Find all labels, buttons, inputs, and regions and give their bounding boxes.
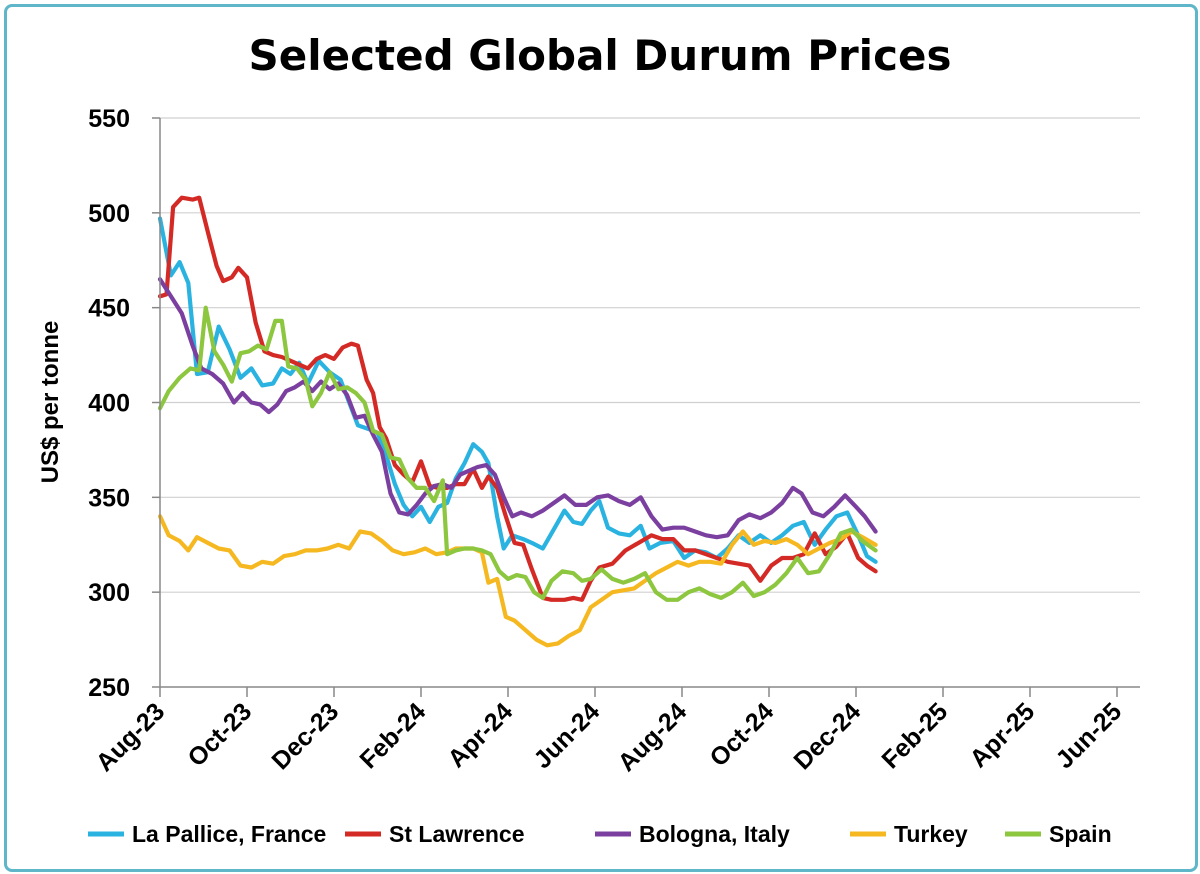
chart-title: Selected Global Durum Prices [249, 31, 952, 80]
x-tick-label: Feb-24 [354, 697, 431, 774]
y-tick-label: 250 [88, 674, 130, 702]
series-lines [157, 195, 878, 648]
y-tick-label: 450 [88, 295, 130, 323]
legend-label: La Pallice, France [132, 821, 326, 847]
legend-label: Spain [1049, 821, 1112, 847]
y-tick-label: 350 [88, 484, 130, 512]
y-tick-label: 550 [88, 105, 130, 133]
y-tick-label: 300 [88, 579, 130, 607]
series-line-3 [157, 514, 878, 648]
legend-label: Turkey [894, 821, 968, 847]
x-tick-label: Oct-23 [182, 697, 257, 772]
axes [152, 117, 1140, 697]
x-tick-label: Aug-23 [91, 697, 171, 777]
x-tick-label: Apr-25 [964, 697, 1040, 773]
x-tick-label: Feb-25 [876, 697, 953, 774]
series-line-2 [157, 277, 878, 540]
x-tick-label: Jun-25 [1050, 697, 1127, 774]
y-axis-label: US$ per tonne [37, 321, 64, 484]
legend-label: Bologna, Italy [639, 821, 790, 847]
y-tick-label: 400 [88, 390, 130, 418]
legend-label: St Lawrence [389, 821, 525, 847]
x-tick-label: Aug-24 [613, 697, 693, 777]
x-axis-ticks: Aug-23 Oct-23 Dec-23 Feb-24 Apr-24 Jun-24 Aug-… [91, 697, 1128, 777]
y-tick-label: 500 [88, 200, 130, 228]
series-line-0 [157, 216, 878, 564]
x-tick-label: Dec-24 [788, 697, 866, 775]
chart-frame [4, 4, 1198, 872]
gridlines [160, 117, 1140, 593]
series-line-4 [157, 305, 878, 602]
y-axis-ticks: 250 300 350 400 450 500 550 [88, 105, 130, 702]
x-tick-label: Apr-24 [442, 697, 518, 773]
x-tick-label: Oct-24 [704, 697, 779, 772]
x-tick-label: Dec-23 [266, 697, 344, 775]
x-tick-label: Jun-24 [528, 697, 605, 774]
legend: La Pallice, France St Lawrence Bologna, It… [88, 821, 1112, 847]
